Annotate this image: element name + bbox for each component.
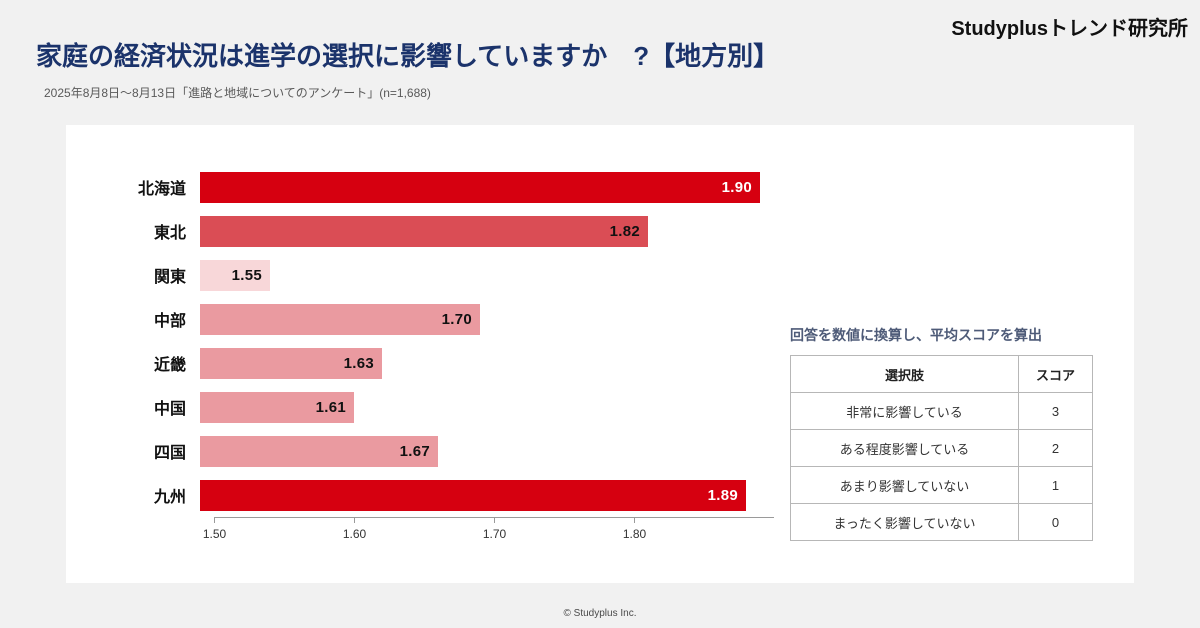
bar-row: 関東 1.55 (80, 253, 780, 297)
score-table-row: 非常に影響している 3 (790, 392, 1093, 430)
category-label: 北海道 (137, 181, 186, 198)
x-axis-tick: 1.80 (623, 518, 646, 541)
bar-track: 1.61 (200, 391, 760, 423)
bar-track: 1.82 (200, 215, 760, 247)
bar-value-label: 1.90 (721, 178, 752, 196)
bar-track: 1.63 (200, 347, 760, 379)
bar-row: 東北 1.82 (80, 209, 780, 253)
score-table: 選択肢 スコア 非常に影響している 3 ある程度影響している 2 あまり影響していない 1 まっ… (790, 355, 1093, 541)
bar: 1.82 (200, 215, 648, 247)
bar-track: 1.67 (200, 435, 760, 467)
page-title: 家庭の経済状況は進学の選択に影響していますか ?【地方別】 (36, 41, 780, 71)
category-label: 関東 (153, 269, 186, 286)
bar-value-label: 1.63 (343, 354, 374, 372)
score-table-row: まったく影響していない 0 (790, 503, 1093, 541)
category-label: 九州 (153, 489, 186, 506)
bar-row: 中国 1.61 (80, 385, 780, 429)
bar-value-label: 1.55 (231, 266, 262, 284)
bar: 1.89 (200, 479, 746, 511)
bar-row: 近畿 1.63 (80, 341, 780, 385)
bar-track: 1.90 (200, 171, 760, 203)
score-table-row: ある程度影響している 2 (790, 429, 1093, 467)
score-table-cell: まったく影響していない (790, 503, 1019, 541)
bar-value-label: 1.89 (707, 486, 738, 504)
score-note: 回答を数値に換算し、平均スコアを算出 (790, 327, 1042, 343)
x-axis-tick-label: 1.60 (342, 527, 367, 541)
bar: 1.70 (200, 303, 480, 335)
brand-logo: Studyplusトレンド研究所 (951, 18, 1188, 40)
x-axis-tick: 1.50 (203, 518, 226, 541)
bar-track: 1.70 (200, 303, 760, 335)
score-table-header: スコア (1018, 355, 1093, 393)
bar: 1.90 (200, 171, 760, 203)
score-table-row: あまり影響していない 1 (790, 466, 1093, 504)
bar: 1.61 (200, 391, 354, 423)
score-table-cell: 0 (1018, 503, 1093, 541)
bar: 1.63 (200, 347, 382, 379)
bar-chart: 北海道 1.90 東北 1.82 関東 1.55 中部 1.70 近畿 1.63 中国 1.61 四国 1… (80, 165, 780, 551)
bar: 1.55 (200, 259, 270, 291)
score-table-cell: 3 (1018, 392, 1093, 430)
x-axis-tick-label: 1.80 (622, 527, 647, 541)
score-table-cell: 1 (1018, 466, 1093, 504)
x-axis-tick-label: 1.50 (202, 527, 227, 541)
score-table-cell: 非常に影響している (790, 392, 1019, 430)
bar-track: 1.89 (200, 479, 760, 511)
bar-value-label: 1.67 (399, 442, 430, 460)
bar: 1.67 (200, 435, 438, 467)
category-label: 近畿 (153, 357, 186, 374)
score-table-cell: ある程度影響している (790, 429, 1019, 467)
bar-row: 北海道 1.90 (80, 165, 780, 209)
score-table-header-row: 選択肢 スコア (790, 355, 1093, 393)
category-label: 四国 (153, 445, 186, 462)
bar-value-label: 1.70 (441, 310, 472, 328)
bar-row: 九州 1.89 (80, 473, 780, 517)
score-table-cell: あまり影響していない (790, 466, 1019, 504)
bar-chart-rows: 北海道 1.90 東北 1.82 関東 1.55 中部 1.70 近畿 1.63 中国 1.61 四国 1… (80, 165, 780, 517)
score-table-cell: 2 (1018, 429, 1093, 467)
category-label: 中部 (153, 313, 186, 330)
copyright: © Studyplus Inc. (563, 608, 637, 619)
bar-value-label: 1.82 (609, 222, 640, 240)
bar-value-label: 1.61 (315, 398, 346, 416)
bar-track: 1.55 (200, 259, 760, 291)
x-axis-tick-label: 1.70 (482, 527, 507, 541)
x-axis: 1.50 1.60 1.70 1.80 (203, 517, 774, 551)
category-label: 東北 (153, 225, 186, 242)
x-axis-tick: 1.60 (343, 518, 366, 541)
bar-row: 中部 1.70 (80, 297, 780, 341)
x-axis-tick: 1.70 (483, 518, 506, 541)
bar-row: 四国 1.67 (80, 429, 780, 473)
survey-subtitle: 2025年8月8日～8月13日「進路と地域についてのアンケート」(n=1,688… (44, 86, 431, 100)
chart-card: 北海道 1.90 東北 1.82 関東 1.55 中部 1.70 近畿 1.63 中国 1.61 四国 1… (66, 125, 1134, 583)
score-table-header: 選択肢 (790, 355, 1019, 393)
category-label: 中国 (153, 401, 186, 418)
